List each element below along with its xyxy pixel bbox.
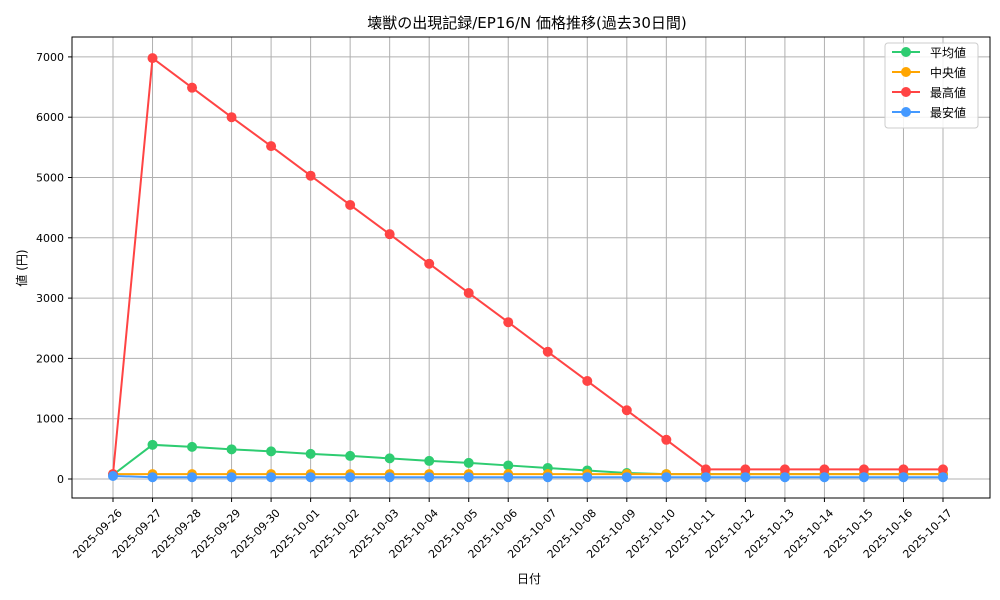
legend-box <box>884 42 979 129</box>
data-point <box>305 448 316 459</box>
data-point <box>187 82 198 93</box>
legend-label: 最安値 <box>930 105 966 120</box>
data-point <box>147 472 158 483</box>
data-point <box>779 464 790 475</box>
legend-label: 中央値 <box>930 65 966 80</box>
y-tick-label: 0 <box>57 473 64 486</box>
y-tick-label: 6000 <box>36 111 64 124</box>
data-point <box>621 405 632 416</box>
data-point <box>345 199 356 210</box>
data-point <box>503 472 514 483</box>
data-point <box>424 258 435 269</box>
data-point <box>740 472 751 483</box>
y-tick-label: 2000 <box>36 352 64 365</box>
y-tick-label: 7000 <box>36 51 64 64</box>
series-line-2 <box>112 56 943 475</box>
data-point <box>819 464 830 475</box>
y-tick-label: 5000 <box>36 172 64 185</box>
data-point <box>858 472 869 483</box>
data-point <box>858 464 869 475</box>
data-point <box>898 472 909 483</box>
data-point <box>345 472 356 483</box>
data-point <box>779 472 790 483</box>
data-point <box>147 53 158 64</box>
data-point <box>226 472 237 483</box>
data-point <box>542 346 553 357</box>
y-tick-label: 4000 <box>36 232 64 245</box>
data-point <box>542 472 553 483</box>
data-point <box>424 472 435 483</box>
data-point <box>463 472 474 483</box>
chart-title: 壊獣の出現記録/EP16/N 価格推移(過去30日間) <box>367 14 687 32</box>
legend-label: 平均値 <box>930 45 966 60</box>
legend-label: 最高値 <box>930 85 966 100</box>
data-point <box>305 170 316 181</box>
legend-marker <box>901 67 911 77</box>
data-point <box>187 472 198 483</box>
data-point <box>700 464 711 475</box>
y-tick-label: 1000 <box>36 413 64 426</box>
data-point <box>819 472 830 483</box>
data-point <box>621 472 632 483</box>
data-point <box>108 470 118 481</box>
data-point <box>661 434 672 445</box>
data-point <box>266 141 277 152</box>
legend-marker <box>901 107 911 117</box>
data-point <box>463 287 474 298</box>
y-axis-label: 値 (円) <box>14 249 29 286</box>
data-point <box>345 450 356 461</box>
x-axis-label: 日付 <box>517 572 541 586</box>
data-point <box>503 460 514 471</box>
data-point <box>503 317 514 328</box>
series-line-3 <box>112 474 943 479</box>
data-point <box>266 472 277 483</box>
data-point <box>187 441 198 452</box>
data-point <box>384 229 395 240</box>
data-point <box>463 457 474 468</box>
data-point <box>938 472 948 483</box>
data-point <box>305 472 316 483</box>
data-point <box>424 455 435 466</box>
data-point <box>582 472 593 483</box>
data-point <box>740 464 751 475</box>
data-point <box>898 464 909 475</box>
data-point <box>700 472 711 483</box>
legend-marker <box>901 87 911 97</box>
data-point <box>226 112 237 123</box>
data-point <box>226 444 237 455</box>
data-point <box>266 446 277 457</box>
data-point <box>661 472 672 483</box>
plot-frame <box>71 36 991 499</box>
data-point <box>384 472 395 483</box>
legend-marker <box>901 47 911 57</box>
data-point <box>384 453 395 464</box>
y-tick-label: 3000 <box>36 292 64 305</box>
data-point <box>582 376 593 387</box>
data-point <box>938 464 948 475</box>
data-point <box>147 439 158 450</box>
